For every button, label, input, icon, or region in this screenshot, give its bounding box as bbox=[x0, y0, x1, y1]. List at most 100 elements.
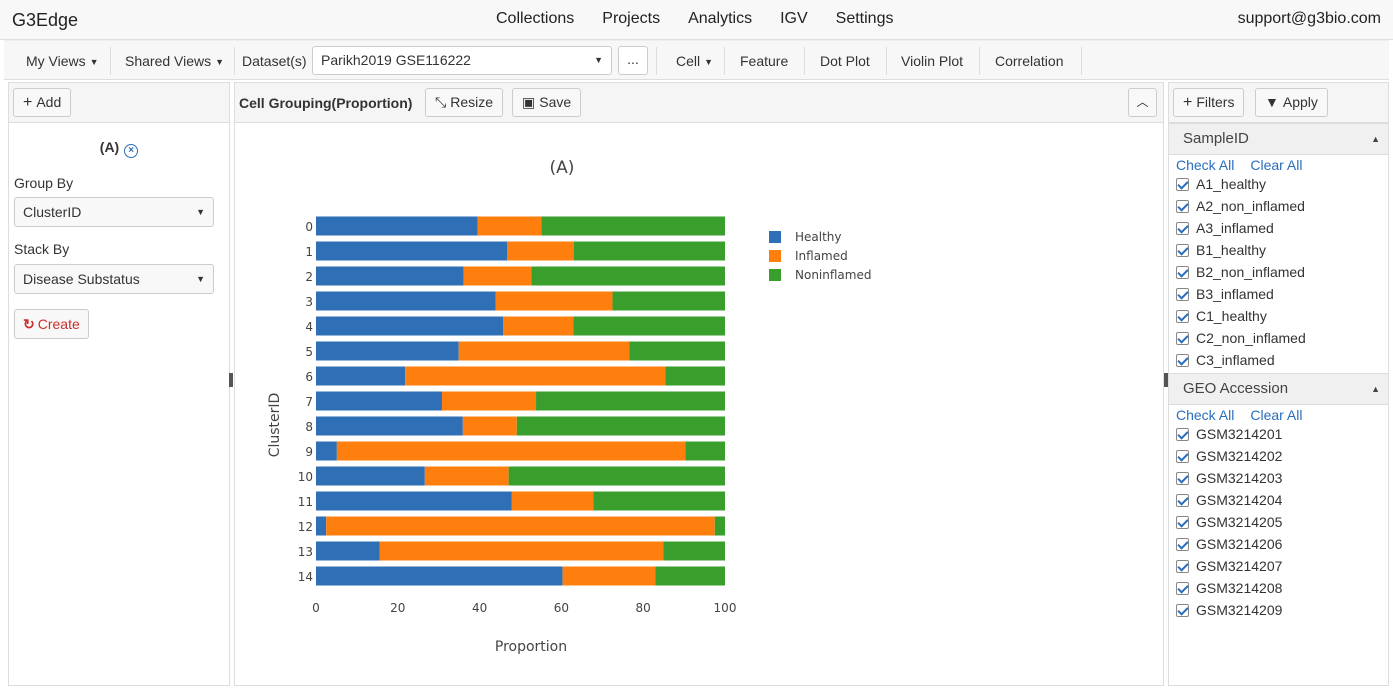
group-by-select[interactable]: ClusterID ▼ bbox=[14, 197, 214, 227]
filter-checkbox-row[interactable]: GSM3214202 bbox=[1176, 445, 1282, 467]
bar-inflamed-9[interactable] bbox=[336, 441, 686, 461]
bar-noninflamed-12[interactable] bbox=[714, 516, 725, 536]
support-email-link[interactable]: support@g3bio.com bbox=[1237, 10, 1381, 27]
legend-swatch[interactable] bbox=[769, 231, 781, 243]
add-button[interactable]: + Add bbox=[13, 88, 72, 117]
bar-healthy-13[interactable] bbox=[316, 541, 380, 561]
bar-healthy-6[interactable] bbox=[316, 366, 406, 386]
bar-noninflamed-6[interactable] bbox=[665, 366, 725, 386]
bar-healthy-7[interactable] bbox=[316, 391, 442, 411]
checkbox-checked[interactable] bbox=[1176, 560, 1189, 573]
menu-collections[interactable]: Collections bbox=[496, 10, 575, 27]
bar-inflamed-4[interactable] bbox=[503, 316, 574, 336]
clear-all-link[interactable]: Clear All bbox=[1250, 157, 1303, 173]
checkbox-checked[interactable] bbox=[1176, 450, 1189, 463]
bar-noninflamed-5[interactable] bbox=[629, 341, 725, 361]
bar-inflamed-7[interactable] bbox=[441, 391, 537, 411]
bar-inflamed-14[interactable] bbox=[562, 566, 656, 586]
bar-noninflamed-14[interactable] bbox=[655, 566, 725, 586]
bar-noninflamed-13[interactable] bbox=[663, 541, 725, 561]
correlation-tab[interactable]: Correlation bbox=[995, 53, 1064, 69]
bar-inflamed-13[interactable] bbox=[379, 541, 664, 561]
bar-inflamed-12[interactable] bbox=[326, 516, 715, 536]
bar-noninflamed-0[interactable] bbox=[541, 216, 725, 236]
filter-section-header[interactable]: GEO Accession ▲ bbox=[1169, 373, 1388, 405]
checkbox-checked[interactable] bbox=[1176, 604, 1189, 617]
filter-checkbox-row[interactable]: C3_inflamed bbox=[1176, 349, 1275, 371]
checkbox-checked[interactable] bbox=[1176, 244, 1189, 257]
checkbox-checked[interactable] bbox=[1176, 428, 1189, 441]
resize-button[interactable]: ⤡ Resize bbox=[425, 88, 503, 117]
bar-inflamed-10[interactable] bbox=[424, 466, 509, 486]
bar-inflamed-0[interactable] bbox=[477, 216, 542, 236]
checkbox-checked[interactable] bbox=[1176, 288, 1189, 301]
bar-noninflamed-10[interactable] bbox=[508, 466, 725, 486]
filter-checkbox-row[interactable]: GSM3214201 bbox=[1176, 423, 1282, 445]
shared-views-dropdown[interactable]: Shared Views ▼ bbox=[125, 41, 224, 81]
collapse-arrow-icon[interactable]: ▲ bbox=[1371, 384, 1380, 394]
checkbox-checked[interactable] bbox=[1176, 494, 1189, 507]
filters-button[interactable]: + Filters bbox=[1173, 88, 1245, 117]
bar-healthy-4[interactable] bbox=[316, 316, 504, 336]
filter-checkbox-row[interactable]: B2_non_inflamed bbox=[1176, 261, 1305, 283]
filter-checkbox-row[interactable]: GSM3214209 bbox=[1176, 599, 1282, 621]
brand-logo[interactable]: G3Edge bbox=[12, 10, 79, 30]
bar-healthy-3[interactable] bbox=[316, 291, 496, 311]
my-views-dropdown[interactable]: My Views ▼ bbox=[26, 41, 99, 81]
checkbox-checked[interactable] bbox=[1176, 266, 1189, 279]
remove-circle-icon[interactable]: × bbox=[124, 144, 139, 158]
clear-all-link[interactable]: Clear All bbox=[1250, 407, 1303, 423]
cell-dropdown[interactable]: Cell ▼ bbox=[676, 41, 713, 81]
checkbox-checked[interactable] bbox=[1176, 472, 1189, 485]
checkbox-checked[interactable] bbox=[1176, 222, 1189, 235]
bar-inflamed-1[interactable] bbox=[507, 241, 574, 261]
bar-noninflamed-8[interactable] bbox=[516, 416, 725, 436]
bar-healthy-12[interactable] bbox=[316, 516, 327, 536]
bar-noninflamed-7[interactable] bbox=[536, 391, 725, 411]
bar-healthy-11[interactable] bbox=[316, 491, 512, 511]
menu-igv[interactable]: IGV bbox=[780, 10, 808, 27]
bar-noninflamed-2[interactable] bbox=[531, 266, 725, 286]
checkbox-checked[interactable] bbox=[1176, 354, 1189, 367]
dot-plot-tab[interactable]: Dot Plot bbox=[820, 53, 870, 69]
bar-noninflamed-1[interactable] bbox=[573, 241, 725, 261]
bar-healthy-9[interactable] bbox=[316, 441, 337, 461]
legend-label[interactable]: Inflamed bbox=[795, 249, 848, 263]
checkbox-checked[interactable] bbox=[1176, 538, 1189, 551]
bar-healthy-14[interactable] bbox=[316, 566, 563, 586]
bar-healthy-2[interactable] bbox=[316, 266, 464, 286]
filter-checkbox-row[interactable]: GSM3214204 bbox=[1176, 489, 1282, 511]
checkbox-checked[interactable] bbox=[1176, 582, 1189, 595]
more-datasets-button[interactable]: ... bbox=[618, 46, 648, 75]
check-all-link[interactable]: Check All bbox=[1176, 407, 1235, 423]
legend-label[interactable]: Noninflamed bbox=[795, 268, 871, 282]
legend-label[interactable]: Healthy bbox=[795, 230, 842, 244]
bar-inflamed-8[interactable] bbox=[462, 416, 517, 436]
bar-noninflamed-9[interactable] bbox=[685, 441, 725, 461]
create-button[interactable]: ↻ Create bbox=[14, 309, 89, 339]
filter-checkbox-row[interactable]: A1_healthy bbox=[1176, 173, 1266, 195]
filter-checkbox-row[interactable]: GSM3214203 bbox=[1176, 467, 1282, 489]
checkbox-checked[interactable] bbox=[1176, 310, 1189, 323]
collapse-arrow-icon[interactable]: ▲ bbox=[1371, 134, 1380, 144]
filter-section-header[interactable]: SampleID ▲ bbox=[1169, 123, 1388, 155]
collapse-button[interactable]: ︿ bbox=[1128, 88, 1157, 117]
bar-healthy-1[interactable] bbox=[316, 241, 508, 261]
bar-inflamed-6[interactable] bbox=[405, 366, 666, 386]
filter-checkbox-row[interactable]: GSM3214207 bbox=[1176, 555, 1282, 577]
filter-checkbox-row[interactable]: GSM3214208 bbox=[1176, 577, 1282, 599]
checkbox-checked[interactable] bbox=[1176, 332, 1189, 345]
stack-by-select[interactable]: Disease Substatus ▼ bbox=[14, 264, 214, 294]
menu-settings[interactable]: Settings bbox=[835, 10, 894, 27]
filter-checkbox-row[interactable]: A2_non_inflamed bbox=[1176, 195, 1305, 217]
menu-projects[interactable]: Projects bbox=[602, 10, 661, 27]
checkbox-checked[interactable] bbox=[1176, 516, 1189, 529]
filter-checkbox-row[interactable]: A3_inflamed bbox=[1176, 217, 1274, 239]
violin-plot-tab[interactable]: Violin Plot bbox=[901, 53, 964, 69]
filter-checkbox-row[interactable]: B3_inflamed bbox=[1176, 283, 1274, 305]
legend-swatch[interactable] bbox=[769, 250, 781, 262]
check-all-link[interactable]: Check All bbox=[1176, 157, 1235, 173]
bar-healthy-8[interactable] bbox=[316, 416, 463, 436]
filter-checkbox-row[interactable]: C1_healthy bbox=[1176, 305, 1267, 327]
feature-tab[interactable]: Feature bbox=[740, 53, 789, 69]
